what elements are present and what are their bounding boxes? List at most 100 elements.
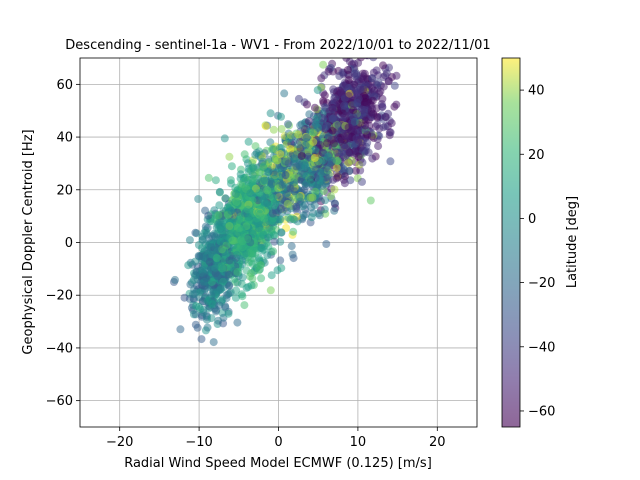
scatter-point	[351, 146, 360, 155]
scatter-point	[247, 249, 256, 258]
scatter-point	[369, 109, 378, 118]
scatter-point	[214, 211, 223, 220]
scatter-point	[299, 211, 308, 220]
scatter-point	[358, 69, 367, 78]
scatter-point	[362, 98, 371, 107]
scatter-point	[194, 195, 203, 203]
scatter-point	[294, 130, 303, 139]
scatter-point	[312, 165, 321, 174]
colorbar-label: Latitude [deg]	[565, 196, 580, 288]
scatter-point	[228, 236, 237, 245]
scatter-point	[358, 105, 366, 114]
scatter-point	[330, 185, 339, 194]
scatter-point	[369, 58, 378, 62]
y-axis-ticks: −60 −40 −20 0 20 40 60	[46, 78, 80, 409]
scatter-point	[215, 301, 224, 310]
scatter-point	[190, 271, 199, 280]
scatter-point	[243, 205, 252, 214]
scatter-point	[276, 150, 285, 158]
scatter-point	[268, 145, 277, 154]
scatter-point	[203, 323, 212, 332]
scatter-point	[276, 205, 285, 213]
scatter-point	[216, 285, 225, 294]
scatter-point	[280, 89, 289, 98]
scatter-point	[205, 257, 214, 266]
scatter-point	[323, 139, 332, 148]
scatter-point	[294, 94, 303, 103]
scatter-point	[322, 164, 331, 173]
scatter-point	[337, 148, 346, 157]
chart-title: Descending - sentinel-1a - WV1 - From 20…	[65, 38, 490, 53]
scatter-point	[301, 141, 310, 150]
scatter-point	[194, 302, 203, 311]
y-tick-label: 0	[65, 236, 73, 251]
scatter-point	[270, 201, 279, 210]
scatter-point	[191, 228, 200, 237]
scatter-point	[358, 177, 366, 186]
scatter-point	[286, 145, 295, 153]
scatter-point	[317, 74, 326, 83]
y-tick-label: −60	[46, 394, 73, 409]
scatter-point	[266, 109, 275, 118]
scatter-point	[320, 124, 329, 133]
scatter-point	[244, 137, 253, 146]
scatter-point	[329, 85, 338, 94]
scatter-point	[310, 154, 319, 162]
scatter-point	[341, 112, 350, 121]
scatter-point	[224, 270, 233, 279]
scatter-point	[220, 134, 229, 143]
scatter-point	[235, 224, 244, 233]
scatter-point	[295, 160, 304, 169]
scatter-point	[320, 103, 329, 112]
scatter-point	[299, 202, 307, 211]
scatter-point	[358, 158, 367, 167]
scatter-point	[242, 283, 251, 292]
scatter-point	[277, 144, 286, 152]
scatter-point	[191, 257, 200, 266]
scatter-point	[306, 193, 315, 202]
scatter-point	[306, 173, 315, 182]
scatter-point	[379, 123, 388, 132]
scatter-point	[320, 205, 329, 214]
scatter-point	[284, 213, 293, 222]
scatter-point	[303, 100, 311, 109]
x-axis-label: Radial Wind Speed Model ECMWF (0.125) [m…	[124, 456, 432, 471]
scatter-point	[221, 194, 230, 203]
scatter-point	[206, 243, 215, 252]
scatter-point	[259, 245, 268, 254]
scatter-point	[221, 303, 230, 312]
scatter-point	[327, 192, 335, 201]
scatter-point	[302, 133, 311, 142]
scatter-point	[378, 94, 387, 103]
scatter-point	[267, 225, 276, 234]
scatter-point	[260, 214, 269, 223]
scatter-point	[223, 203, 232, 212]
scatter-point	[247, 269, 256, 278]
scatter-point	[351, 86, 360, 95]
scatter-point	[290, 187, 299, 196]
colorbar-frame	[501, 57, 521, 428]
scatter-point	[368, 74, 377, 83]
scatter-point	[270, 237, 279, 246]
scatter-point	[256, 205, 265, 213]
scatter-point	[354, 58, 363, 67]
scatter-point	[208, 300, 217, 309]
scatter-point	[215, 201, 224, 210]
scatter-point	[314, 209, 323, 218]
scatter-point	[184, 261, 193, 270]
scatter-point	[238, 273, 247, 282]
scatter-point	[171, 275, 179, 284]
scatter-point	[343, 66, 352, 74]
scatter-point	[253, 262, 262, 271]
scatter-point	[386, 157, 395, 166]
scatter-point	[226, 176, 235, 185]
scatter-point	[283, 199, 292, 208]
scatter-point	[240, 150, 249, 159]
scatter-point	[266, 232, 274, 241]
scatter-point	[263, 186, 272, 195]
scatter-point	[231, 293, 240, 302]
scatter-point	[219, 319, 228, 328]
scatter-point	[349, 112, 358, 121]
scatter-point	[328, 126, 337, 135]
scatter-point	[361, 116, 370, 125]
